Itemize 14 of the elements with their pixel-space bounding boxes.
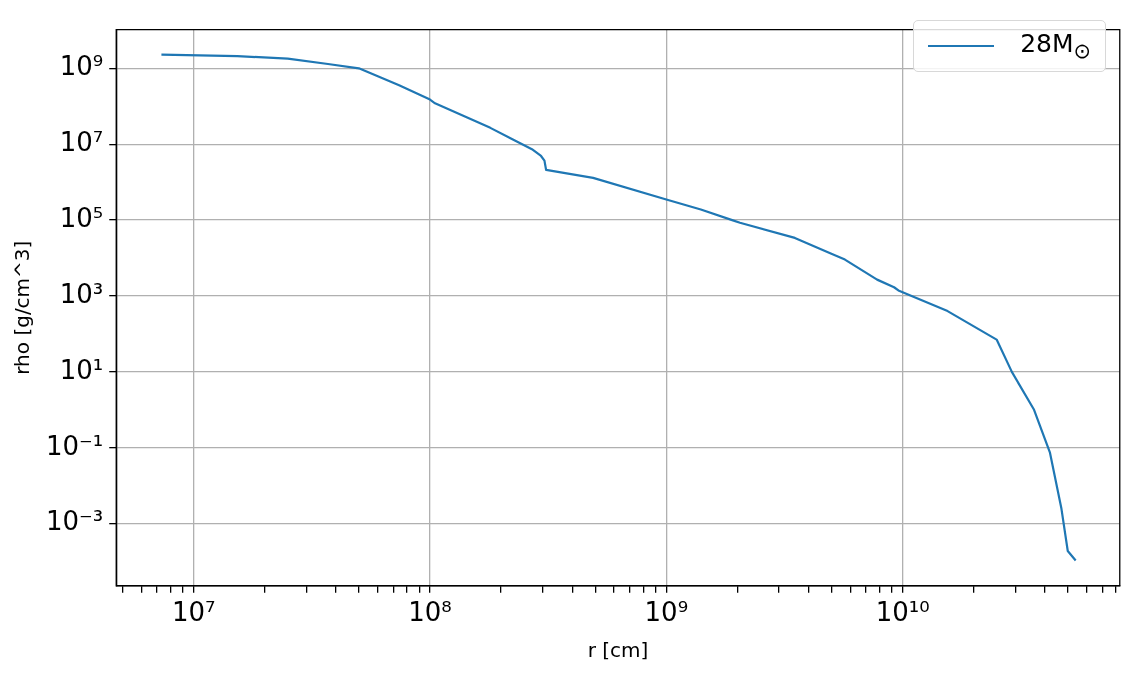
x-tick-label: 10⁸ [408,597,452,628]
y-tick-label: 10³ [59,278,104,309]
y-axis-title: rho [g/cm^3] [10,240,35,375]
y-tick-label: 10⁵ [59,202,104,233]
y-tick-label: 10⁷ [59,126,104,157]
y-tick-label: 10⁹ [59,51,104,82]
y-tick-label: 10⁻¹ [46,430,104,461]
y-tick-label: 10¹ [59,354,104,385]
x-tick-label: 10⁹ [644,597,689,628]
legend-label: 28M$_{⊙}$ [1020,29,1091,63]
x-tick-label: 10¹⁰ [875,597,930,628]
x-tick-label: 10⁷ [171,597,216,628]
x-axis-title: r [cm] [587,638,649,663]
y-tick-label: 10⁻³ [46,506,104,537]
